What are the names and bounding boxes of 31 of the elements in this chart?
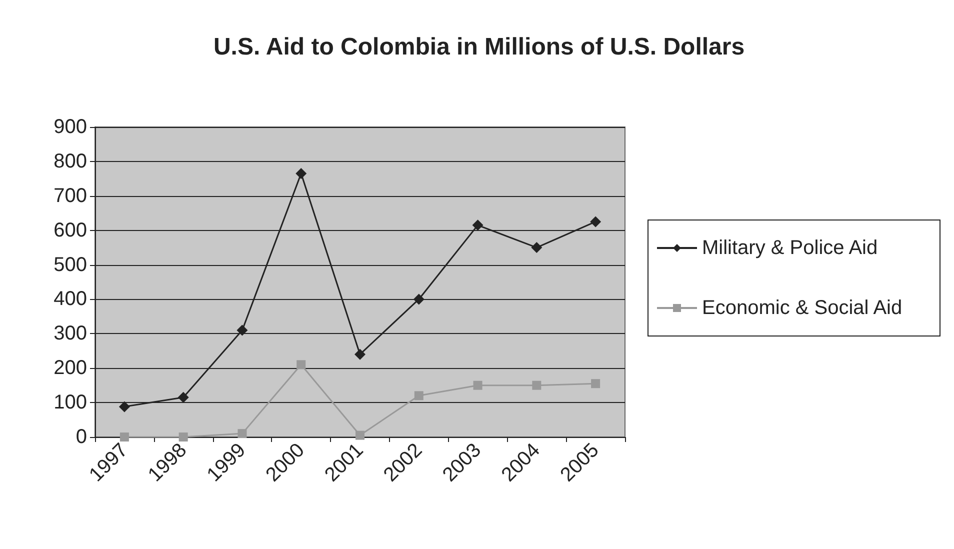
y-tick-label: 800	[54, 150, 87, 172]
point	[296, 168, 307, 179]
legend-label: Military & Police Aid	[702, 237, 878, 259]
y-tick-label: 600	[54, 219, 87, 242]
point	[414, 391, 424, 400]
point	[356, 430, 364, 440]
point	[413, 294, 424, 305]
y-tick-label: 0	[76, 426, 87, 448]
point	[120, 432, 129, 442]
point	[354, 348, 366, 360]
chart-title: U.S. Aid to Colombia in Millions of U.S. Dollars	[213, 34, 745, 60]
point	[178, 392, 189, 403]
point	[236, 324, 248, 336]
y-tick-label: 100	[54, 392, 87, 414]
y-tick-label: 700	[54, 184, 87, 207]
point	[118, 401, 130, 412]
point	[472, 220, 484, 231]
point	[238, 429, 247, 438]
legend-label: Economic & Social Aid	[702, 297, 902, 319]
y-tick-label: 400	[54, 288, 87, 310]
y-tick-label: 300	[54, 322, 87, 345]
point	[178, 432, 188, 442]
point	[473, 380, 482, 390]
y-tick-label: 200	[54, 357, 87, 380]
y-tick-label: 900	[54, 116, 87, 138]
y-tick-label: 500	[54, 254, 87, 276]
point	[296, 360, 306, 370]
point	[531, 242, 542, 254]
point	[591, 379, 600, 388]
point	[590, 216, 602, 228]
point	[532, 380, 542, 390]
